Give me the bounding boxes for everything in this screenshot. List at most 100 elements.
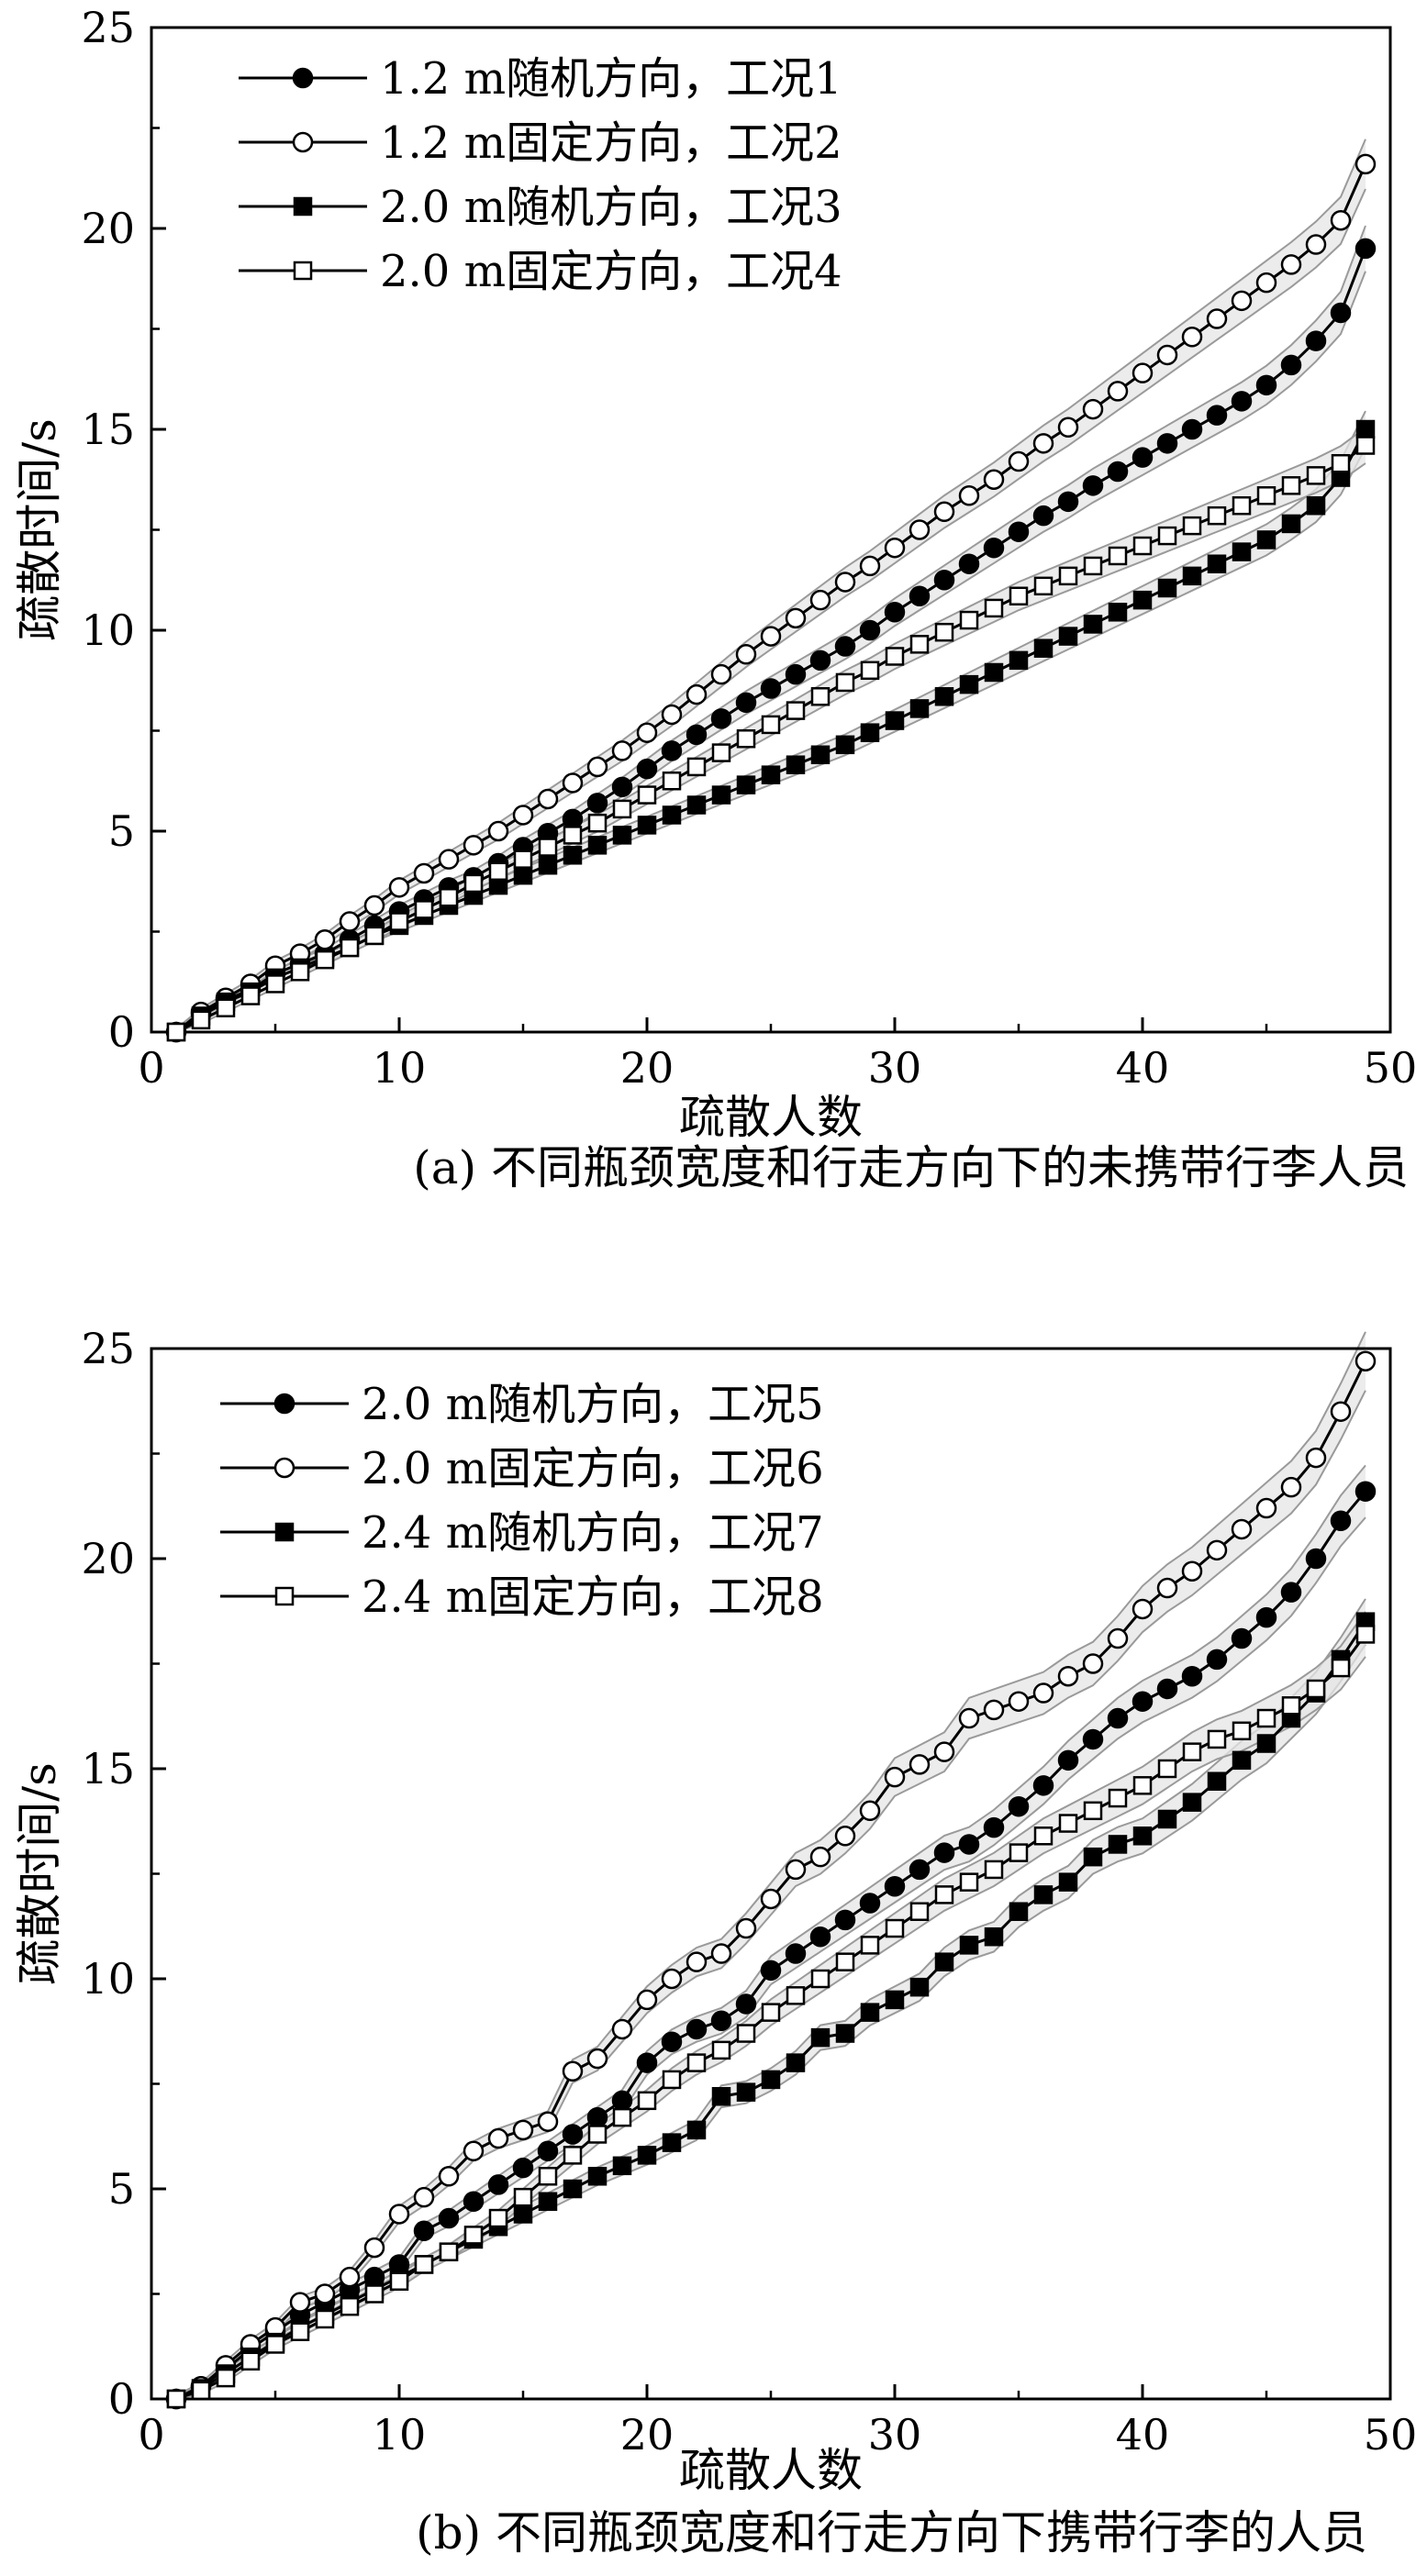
data-point-b-3 [1060,1874,1076,1891]
data-point-a-2 [786,609,805,627]
data-point-a-2 [390,878,408,896]
data-point-b-1 [985,1818,1003,1837]
data-point-a-2 [415,864,433,883]
data-point-a-4 [292,963,308,980]
data-point-b-4 [217,2370,234,2386]
data-point-b-1 [415,2222,433,2240]
legend-label-a-1: 1.2 m随机方向，工况1 [380,53,842,105]
data-point-a-3 [812,747,829,763]
data-point-a-3 [1085,616,1101,632]
data-point-b-4 [1159,1760,1176,1777]
legend-marker-b-2 [275,1459,294,1477]
legend-label-b-1: 2.0 m随机方向，工况5 [362,1379,824,1430]
data-point-b-3 [936,1954,953,1971]
data-point-a-1 [563,810,582,828]
data-point-a-2 [1084,400,1102,418]
data-point-b-4 [242,2353,259,2370]
data-point-a-2 [440,850,458,869]
data-point-b-4 [1060,1815,1076,1832]
data-point-b-1 [1059,1751,1077,1770]
data-point-b-1 [811,1927,830,1946]
data-point-a-1 [1009,523,1028,541]
data-point-b-2 [415,2188,433,2206]
data-point-a-4 [1357,438,1374,454]
data-point-a-4 [317,951,333,968]
data-point-a-1 [786,665,805,683]
x-tick-label: 40 [1116,2410,1170,2459]
data-point-a-3 [540,857,556,873]
data-point-a-1 [687,726,706,744]
data-point-b-1 [861,1894,879,1913]
band-lower-edge-a-2 [176,189,1366,1032]
data-point-a-2 [489,822,507,840]
data-point-b-3 [862,2004,878,2021]
data-point-b-4 [639,2093,655,2109]
y-tick-label: 25 [81,3,135,52]
legend-label-a-2: 1.2 m固定方向，工况2 [380,117,842,169]
data-point-b-4 [688,2055,705,2071]
data-point-b-2 [1208,1541,1226,1560]
data-point-a-1 [1282,356,1300,374]
legend-label-a-3: 2.0 m随机方向，工况3 [380,182,842,233]
data-point-a-4 [837,674,853,691]
data-point-b-4 [911,1904,928,1920]
data-point-a-4 [787,703,804,719]
x-tick-label: 20 [620,2410,674,2459]
data-point-a-2 [960,486,978,505]
data-point-a-1 [762,680,780,698]
data-point-a-3 [1233,544,1250,561]
data-point-a-3 [911,700,928,716]
data-point-a-2 [811,591,830,609]
data-point-a-4 [1258,487,1275,504]
data-point-a-1 [712,709,730,727]
data-point-b-1 [1257,1608,1276,1627]
chart-panel-b: 0 10 20 30 40 50 0 5 10 15 20 25 疏散人数 疏散时间/s 2.0 m随机方向… [13,1324,1417,2559]
data-point-a-3 [1283,516,1299,532]
data-point-b-4 [465,2226,482,2243]
data-point-a-3 [1209,556,1225,572]
data-point-b-4 [812,1971,829,1987]
data-point-a-1 [1232,392,1251,410]
data-point-a-4 [614,801,630,817]
data-point-a-1 [1332,304,1350,322]
data-point-a-1 [1183,420,1201,439]
data-point-b-4 [1184,1744,1200,1760]
data-point-a-4 [217,1000,234,1016]
data-point-b-4 [1209,1731,1225,1748]
y-axis-title: 疏散时间/s [13,418,66,641]
data-point-a-3 [1109,604,1126,620]
data-point-b-4 [862,1937,878,1953]
data-point-b-1 [836,1911,854,1929]
legend-marker-a-2 [294,133,312,151]
data-point-b-2 [1059,1667,1077,1685]
data-point-b-4 [416,2256,432,2272]
data-point-a-4 [1060,568,1076,584]
data-point-a-1 [737,694,755,712]
data-point-b-1 [1307,1549,1325,1568]
chart-panel-a: 0 10 20 30 40 50 0 5 10 15 20 25 疏散人数 疏散时间/s 1.2 m随机方向… [13,3,1417,1194]
data-point-a-1 [1084,476,1102,494]
data-point-a-2 [563,773,582,792]
y-tick-label: 0 [108,2374,135,2424]
data-point-a-4 [267,975,284,992]
x-axis-title: 疏散人数 [679,1091,863,1144]
data-point-b-2 [1307,1449,1325,1467]
data-point-b-4 [193,2382,209,2399]
x-tick-label: 10 [373,2410,427,2459]
data-point-a-3 [1010,652,1027,669]
legend-marker-a-1 [294,69,312,87]
legend-marker-a-3 [295,198,311,215]
data-point-b-3 [540,2193,556,2210]
data-point-b-1 [1158,1680,1176,1698]
data-point-b-3 [663,2135,680,2151]
data-point-b-1 [886,1877,904,1895]
data-point-b-4 [738,2026,754,2042]
data-point-b-3 [1258,1736,1275,1752]
data-point-b-2 [464,2142,483,2160]
data-point-a-2 [935,503,953,521]
data-point-b-1 [1282,1583,1300,1602]
data-point-b-2 [1084,1655,1102,1673]
data-point-b-4 [936,1886,953,1903]
data-point-a-3 [986,664,1002,681]
data-point-a-1 [663,741,681,760]
